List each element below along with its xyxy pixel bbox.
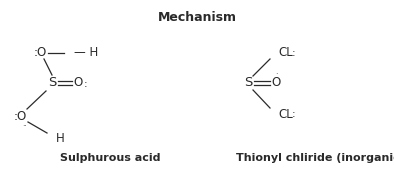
Text: O: O [73,76,83,89]
Text: CL: CL [278,108,293,121]
Text: H: H [56,131,65,144]
Text: :: : [84,79,88,89]
Text: Mechanism: Mechanism [158,11,236,24]
Text: Thionyl chliride (inorganic): Thionyl chliride (inorganic) [236,153,394,163]
Text: :: : [275,71,277,81]
Text: :O: :O [13,109,27,122]
Text: S: S [244,76,252,89]
Text: ..: .. [22,119,27,128]
Text: S: S [48,76,56,89]
Text: CL: CL [278,47,293,60]
Text: O: O [271,76,281,89]
Text: :: : [292,48,296,58]
Text: — H: — H [74,47,98,60]
Text: :O: :O [33,47,46,60]
Text: Sulphurous acid: Sulphurous acid [60,153,160,163]
Text: :: : [292,109,296,119]
